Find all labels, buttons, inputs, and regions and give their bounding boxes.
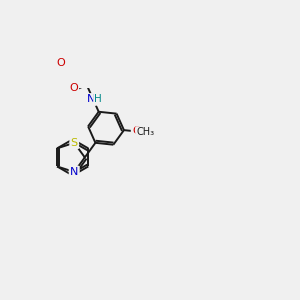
Text: O: O — [56, 58, 65, 68]
Text: CH₃: CH₃ — [136, 128, 154, 137]
Text: H: H — [94, 94, 102, 104]
Text: N: N — [87, 94, 95, 104]
Text: O: O — [132, 126, 141, 136]
Text: O: O — [69, 83, 78, 93]
Text: F: F — [25, 0, 31, 2]
Text: N: N — [70, 167, 78, 177]
Text: S: S — [71, 138, 78, 148]
